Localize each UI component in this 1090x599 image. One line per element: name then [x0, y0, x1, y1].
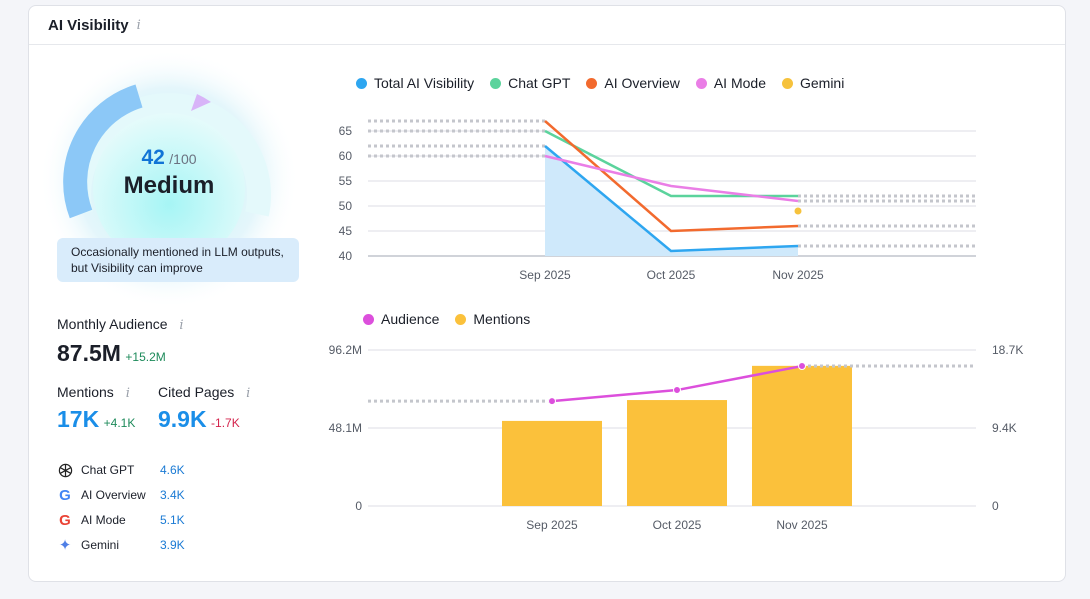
gauge-marker — [191, 94, 211, 111]
score-max: /100 — [169, 151, 197, 167]
legend-item[interactable]: AI Overview — [586, 75, 680, 91]
mentions-label: Mentions i — [57, 384, 130, 401]
legend-dot — [363, 314, 374, 325]
series-line-total-ai-visibility — [544, 145, 799, 253]
cited-change: -1.7K — [211, 416, 240, 430]
right-tick-label: 18.7K — [992, 343, 1023, 357]
y-tick-label: 45 — [339, 224, 353, 238]
audience-metric: 87.5M +15.2M — [57, 340, 166, 367]
x-tick-label: Sep 2025 — [519, 268, 571, 282]
left-tick-label: 96.2M — [329, 343, 362, 357]
score-value: 42 — [141, 146, 165, 169]
legend-label: Audience — [381, 311, 440, 327]
series-line-ai-mode — [544, 154, 799, 203]
right-tick-label: 0 — [992, 499, 999, 513]
score-note: Occasionally mentioned in LLM outputs, b… — [57, 238, 299, 282]
series-point-gemini — [794, 207, 802, 215]
audience-change: +15.2M — [125, 350, 166, 364]
info-icon[interactable]: i — [179, 318, 184, 333]
gauge-fill — [63, 84, 143, 219]
legend-dot — [586, 78, 598, 89]
card-title: AI Visibility — [48, 16, 129, 34]
google-icon: G — [59, 486, 71, 504]
legend-item[interactable]: Mentions — [455, 311, 530, 327]
info-icon[interactable]: i — [246, 386, 251, 401]
source-ai-mode: G AI Mode 5.1K — [57, 511, 185, 529]
left-tick-label: 0 — [355, 499, 362, 513]
x-tick-label: Sep 2025 — [526, 518, 578, 532]
y-tick-label: 55 — [339, 174, 353, 188]
x-tick-label: Oct 2025 — [647, 268, 696, 282]
info-icon[interactable]: i — [136, 17, 141, 33]
legend-dot — [455, 314, 467, 325]
x-tick-label: Oct 2025 — [653, 518, 702, 532]
bar-chart-legend: Audience Mentions — [363, 311, 530, 327]
legend-label: AI Overview — [604, 75, 680, 91]
audience-label: Monthly Audience i — [57, 316, 184, 333]
legend-item[interactable]: Total AI Visibility — [356, 75, 474, 91]
audience-point — [548, 397, 556, 406]
legend-item[interactable]: Audience — [363, 311, 439, 327]
legend-dot — [781, 78, 793, 89]
series-line-ai-overview — [544, 120, 799, 233]
left-tick-label: 48.1M — [329, 421, 362, 435]
y-tick-label: 65 — [339, 124, 353, 138]
score-display: 42 /100 Medium — [69, 146, 269, 200]
x-tick-label: Nov 2025 — [772, 268, 824, 282]
audience-value: 87.5M — [57, 340, 121, 366]
audience-point — [673, 386, 681, 395]
series-area — [545, 146, 798, 256]
source-chatgpt: Chat GPT 4.6K — [57, 462, 185, 478]
ai-visibility-card: AI Visibility i 42 /100 Medium Occasiona… — [28, 5, 1066, 582]
y-tick-label: 40 — [339, 249, 353, 263]
cited-metric: 9.9K -1.7K — [158, 406, 240, 433]
info-icon[interactable]: i — [125, 386, 130, 401]
y-tick-label: 60 — [339, 149, 353, 163]
legend-label: AI Mode — [713, 75, 766, 91]
legend-item[interactable]: Gemini — [781, 75, 845, 91]
charts-svg: 40 45 50 55 60 65 Sep 2025 Oct 2025 Nov 2025 0 48.… — [329, 119, 1023, 532]
legend-item[interactable]: AI Mode — [695, 75, 766, 91]
source-gemini: ✦ Gemini 3.9K — [58, 537, 185, 554]
legend-item[interactable]: Chat GPT — [490, 75, 570, 91]
right-tick-label: 9.4K — [992, 421, 1017, 435]
mentions-value[interactable]: 17K — [57, 406, 100, 432]
score-level: Medium — [123, 172, 215, 199]
mentions-bar — [502, 420, 602, 506]
legend-label: Total AI Visibility — [374, 75, 475, 91]
mentions-bar — [627, 400, 727, 506]
mentions-change: +4.1K — [103, 416, 136, 430]
cited-label: Cited Pages i — [158, 384, 251, 401]
gemini-icon: ✦ — [58, 537, 72, 554]
google-icon: G — [59, 511, 71, 529]
legend-dot — [356, 78, 367, 89]
line-chart-legend: Total AI Visibility Chat GPT AI Overview AI… — [356, 75, 844, 91]
mentions-bar — [752, 365, 852, 506]
chatgpt-icon — [57, 462, 73, 478]
cited-value[interactable]: 9.9K — [158, 406, 207, 432]
mentions-metric: 17K +4.1K — [57, 406, 135, 433]
card-header: AI Visibility i — [29, 6, 1065, 45]
legend-dot — [490, 78, 502, 89]
legend-dot — [695, 78, 707, 89]
source-ai-overview: G AI Overview 3.4K — [57, 486, 185, 504]
legend-label: Mentions — [473, 311, 531, 327]
audience-point — [798, 362, 806, 371]
legend-label: Chat GPT — [508, 75, 571, 91]
legend-label: Gemini — [799, 75, 845, 91]
y-tick-label: 50 — [339, 199, 353, 213]
x-tick-label: Nov 2025 — [776, 518, 828, 532]
